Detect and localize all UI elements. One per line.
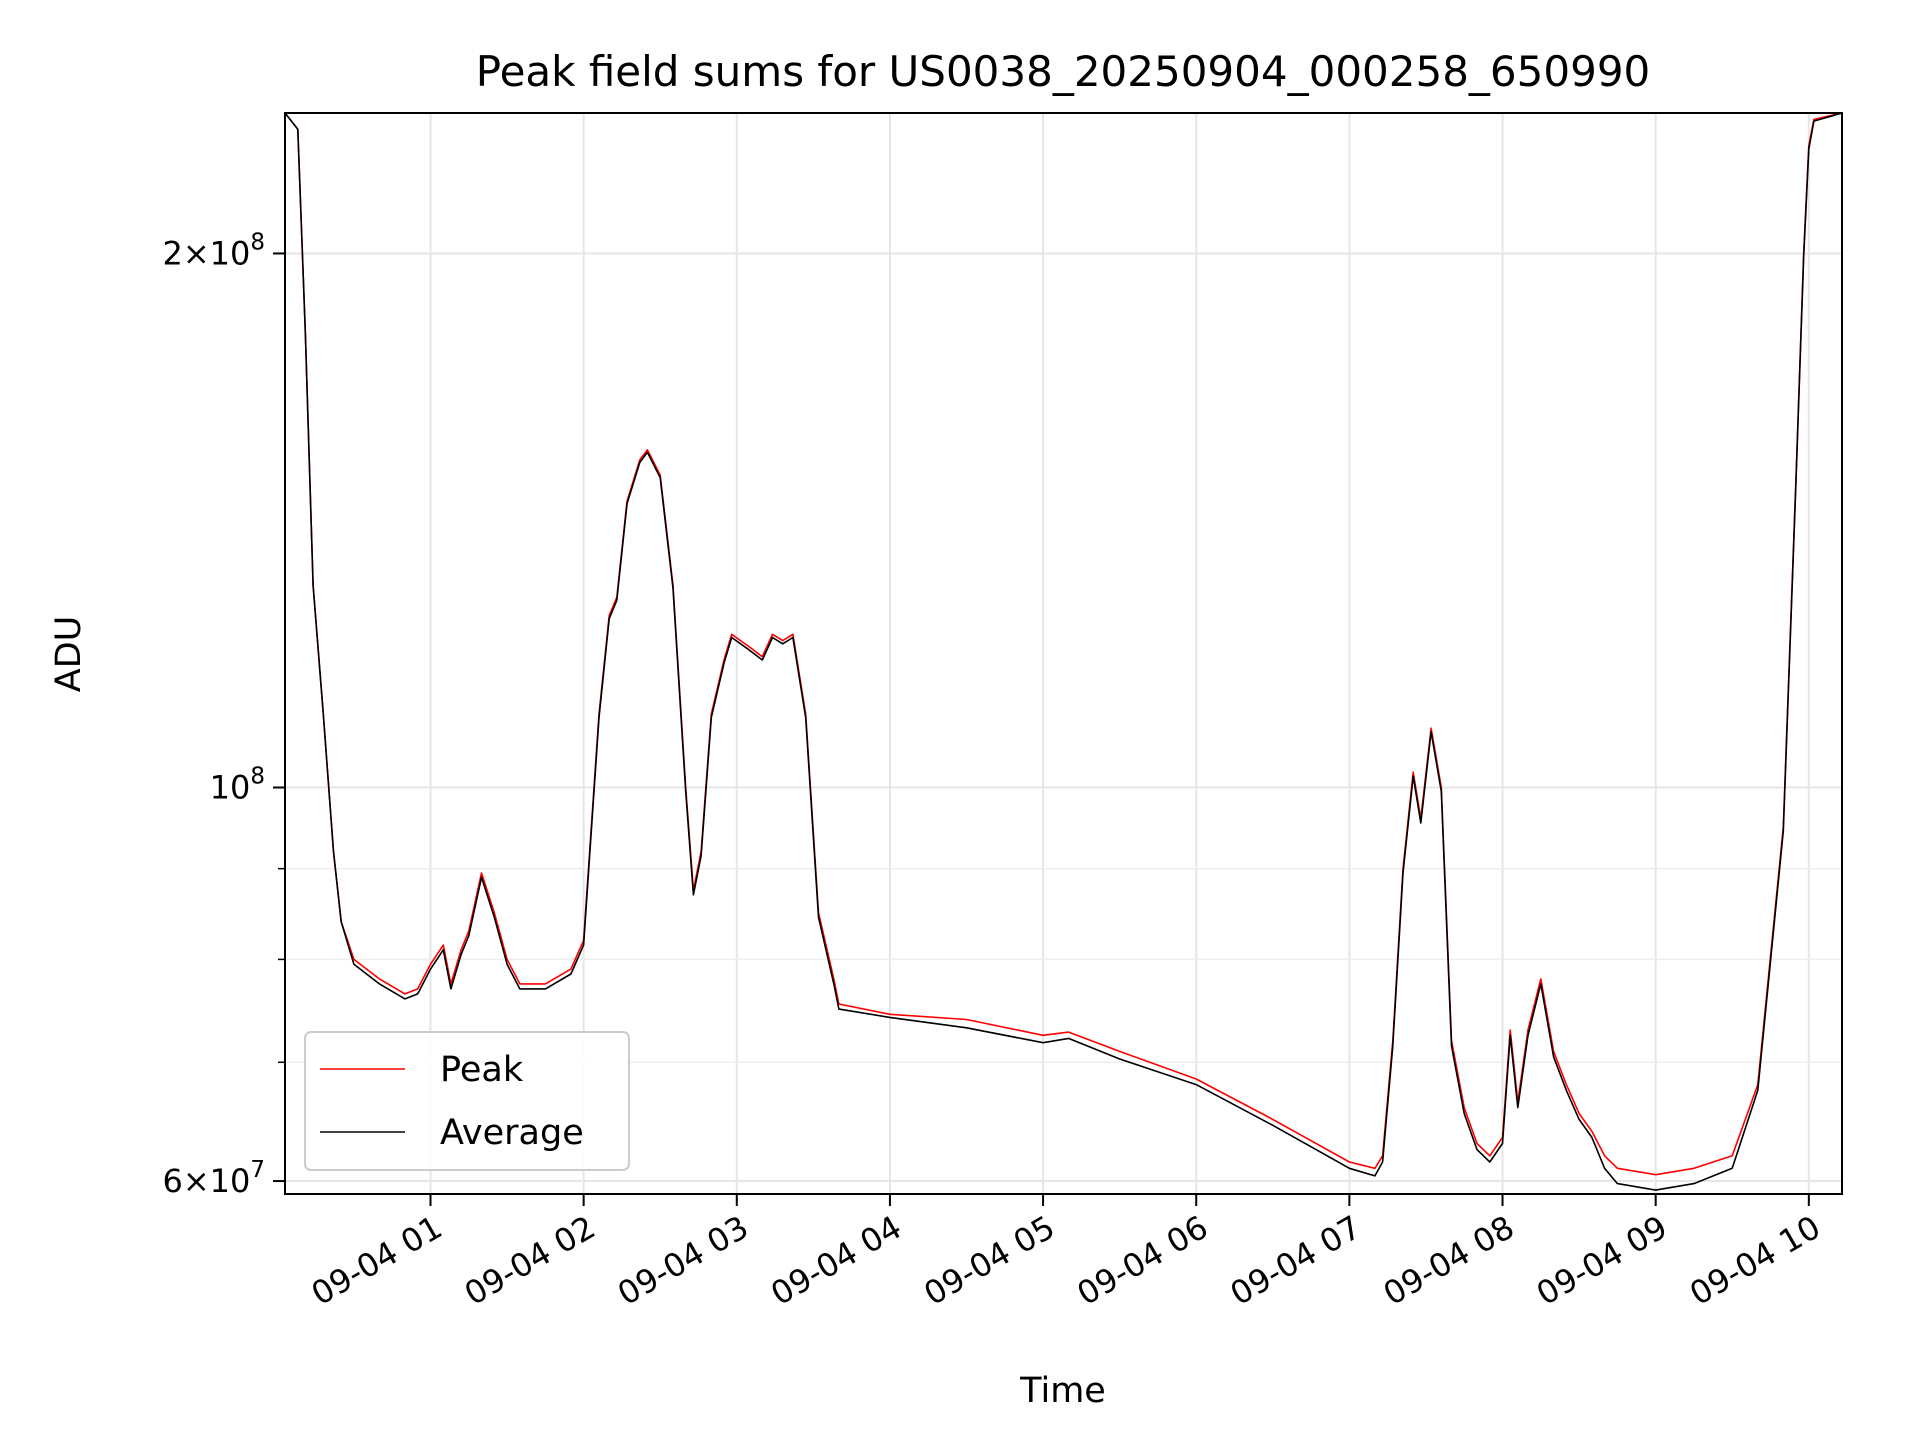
legend: Peak Average bbox=[304, 1031, 630, 1171]
x-tick-label: 09-04 01 bbox=[305, 1208, 449, 1313]
x-tick-label: 09-04 02 bbox=[458, 1208, 602, 1313]
y-tick-label: 2×108 bbox=[162, 229, 265, 272]
chart-title: Peak field sums for US0038_20250904_0002… bbox=[476, 47, 1651, 96]
y-axis-label: ADU bbox=[49, 616, 89, 693]
x-tick-label: 09-04 09 bbox=[1530, 1208, 1674, 1313]
legend-label-peak: Peak bbox=[440, 1050, 524, 1090]
series-layer bbox=[285, 113, 1842, 1191]
y-tick-label: 108 bbox=[210, 763, 265, 806]
y-axis: 6×107 108 2×108 bbox=[162, 229, 285, 1200]
legend-box bbox=[304, 1031, 630, 1171]
x-tick-label: 09-04 03 bbox=[611, 1208, 755, 1313]
series-line-average bbox=[285, 113, 1842, 1191]
x-axis-label: Time bbox=[1019, 1371, 1106, 1411]
series-line-peak bbox=[285, 113, 1842, 1176]
x-tick-label: 09-04 07 bbox=[1224, 1208, 1368, 1313]
grid bbox=[285, 113, 1842, 1194]
x-tick-label: 09-04 10 bbox=[1683, 1208, 1827, 1313]
y-tick-label: 6×107 bbox=[162, 1157, 265, 1200]
x-axis: 09-04 01 09-04 02 09-04 03 09-04 04 09-04 05… bbox=[305, 1194, 1827, 1313]
x-tick-label: 09-04 04 bbox=[764, 1208, 908, 1313]
x-tick-label: 09-04 06 bbox=[1071, 1208, 1215, 1313]
x-tick-label: 09-04 08 bbox=[1377, 1208, 1521, 1313]
plot-frame bbox=[284, 112, 1843, 1195]
legend-label-average: Average bbox=[440, 1113, 584, 1153]
x-tick-label: 09-04 05 bbox=[917, 1208, 1061, 1313]
